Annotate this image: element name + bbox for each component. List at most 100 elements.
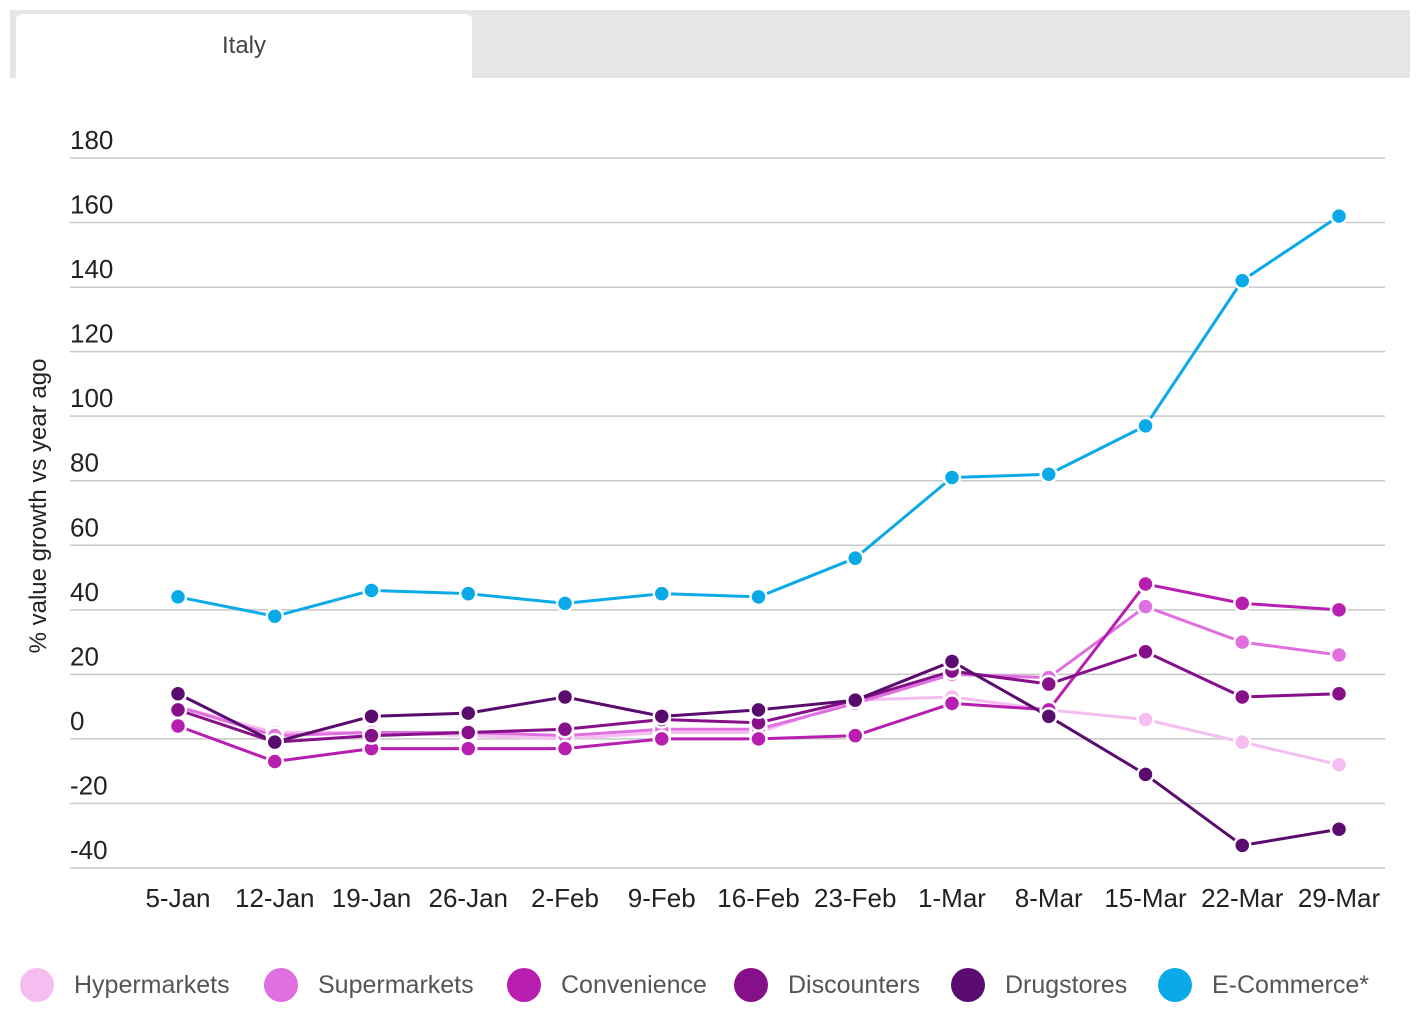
data-point[interactable]	[942, 468, 962, 487]
x-tick-label: 29-Mar	[1298, 883, 1381, 913]
data-point[interactable]	[846, 690, 865, 710]
data-point[interactable]	[1233, 732, 1252, 752]
data-point[interactable]	[652, 707, 671, 726]
legend-label: Drugstores	[1005, 970, 1128, 999]
legend-marker	[507, 968, 541, 1002]
x-tick-label: 9-Feb	[628, 883, 696, 913]
data-point[interactable]	[362, 726, 381, 745]
legend-item[interactable]: Drugstores	[951, 960, 1127, 1010]
series-points	[168, 206, 1349, 855]
x-tick-label: 16-Feb	[717, 883, 799, 913]
y-tick-label: 20	[70, 641, 99, 671]
x-tick-label: 22-Mar	[1201, 883, 1284, 913]
x-tick-label: 8-Mar	[1015, 883, 1083, 913]
x-tick-labels: 5-Jan 12-Jan 19-Jan 26-Jan 2-Feb 9-Feb 16-Feb 2…	[145, 883, 1380, 913]
data-point[interactable]	[1233, 271, 1252, 290]
line-chart: 180 160 140 120 100 80 60 40 20 0 -20 -40 5-Jan 12-J…	[25, 125, 1385, 913]
data-point[interactable]	[942, 652, 962, 671]
data-point[interactable]	[459, 739, 478, 758]
x-tick-label: 15-Mar	[1104, 883, 1187, 913]
y-tick-label: 60	[70, 512, 99, 542]
data-point[interactable]	[1039, 465, 1058, 484]
legend-marker	[1158, 968, 1192, 1002]
legend-label: Convenience	[561, 970, 707, 999]
legend-item[interactable]: Hypermarkets	[20, 960, 230, 1010]
data-point[interactable]	[652, 584, 671, 603]
data-point[interactable]	[1039, 707, 1058, 726]
series-lines	[177, 214, 1340, 847]
legend-item[interactable]: Discounters	[734, 960, 920, 1010]
legend-marker	[264, 968, 298, 1002]
data-point[interactable]	[459, 584, 478, 603]
data-point[interactable]	[168, 700, 188, 720]
legend-item[interactable]: Supermarkets	[264, 960, 474, 1010]
y-tick-label: 160	[70, 190, 113, 220]
data-point[interactable]	[362, 581, 381, 600]
data-point[interactable]	[1136, 574, 1155, 594]
y-tick-label: -20	[70, 770, 108, 800]
data-point[interactable]	[749, 587, 768, 607]
tab-italy[interactable]: Italy	[16, 14, 472, 78]
tab-bar: Italy	[10, 10, 1410, 78]
data-point[interactable]	[555, 739, 575, 758]
data-point[interactable]	[168, 587, 188, 607]
y-tick-label: 100	[70, 383, 113, 413]
data-point[interactable]	[1136, 642, 1155, 662]
data-point[interactable]	[846, 548, 865, 568]
data-point[interactable]	[749, 729, 768, 749]
legend-label: Supermarkets	[318, 970, 474, 999]
y-tick-label: 180	[70, 125, 113, 155]
x-tick-label: 2-Feb	[531, 883, 599, 913]
data-point[interactable]	[459, 723, 478, 742]
legend-label: E-Commerce*	[1212, 970, 1369, 999]
data-point[interactable]	[652, 729, 671, 749]
data-point[interactable]	[1329, 206, 1349, 226]
data-point[interactable]	[1136, 710, 1155, 729]
legend-label: Hypermarkets	[74, 970, 230, 999]
x-tick-label: 12-Jan	[235, 883, 315, 913]
data-point[interactable]	[1329, 684, 1349, 703]
data-point[interactable]	[265, 732, 284, 752]
y-tick-labels: 180 160 140 120 100 80 60 40 20 0 -20 -40	[70, 125, 113, 865]
legend-marker	[951, 968, 985, 1002]
y-tick-label: 140	[70, 254, 113, 284]
y-tick-label: 40	[70, 577, 99, 607]
data-point[interactable]	[265, 607, 284, 626]
legend-marker	[20, 968, 54, 1002]
data-point[interactable]	[265, 752, 284, 771]
data-point[interactable]	[1233, 594, 1252, 613]
data-point[interactable]	[1136, 416, 1155, 436]
y-tick-label: 120	[70, 319, 113, 349]
data-point[interactable]	[942, 694, 962, 713]
data-point[interactable]	[555, 687, 575, 707]
chart-grid	[70, 157, 1385, 869]
data-point[interactable]	[459, 703, 478, 723]
data-point[interactable]	[1233, 632, 1252, 652]
data-point[interactable]	[1329, 755, 1349, 774]
x-tick-label: 19-Jan	[332, 883, 412, 913]
y-tick-label: 0	[70, 706, 84, 736]
x-tick-label: 26-Jan	[429, 883, 509, 913]
data-point[interactable]	[1329, 820, 1349, 839]
data-point[interactable]	[168, 716, 188, 736]
legend-label: Discounters	[788, 970, 920, 999]
y-tick-label: 80	[70, 448, 99, 478]
legend-marker	[734, 968, 768, 1002]
data-point[interactable]	[1329, 645, 1349, 665]
data-point[interactable]	[1329, 600, 1349, 620]
legend-item[interactable]: Convenience	[507, 960, 707, 1010]
data-point[interactable]	[749, 700, 768, 720]
data-point[interactable]	[555, 719, 575, 739]
data-point[interactable]	[1233, 687, 1252, 707]
data-point[interactable]	[1233, 836, 1252, 855]
data-point[interactable]	[168, 684, 188, 703]
legend-item[interactable]: E-Commerce*	[1158, 960, 1369, 1010]
data-point[interactable]	[362, 707, 381, 726]
data-point[interactable]	[1039, 674, 1058, 694]
chart-legend: Hypermarkets Supermarkets Convenience Disco…	[0, 960, 1420, 1010]
data-point[interactable]	[1136, 765, 1155, 784]
data-point[interactable]	[1136, 597, 1155, 616]
data-point[interactable]	[555, 594, 575, 613]
y-axis-label: % value growth vs year ago	[25, 359, 52, 654]
data-point[interactable]	[846, 726, 865, 745]
